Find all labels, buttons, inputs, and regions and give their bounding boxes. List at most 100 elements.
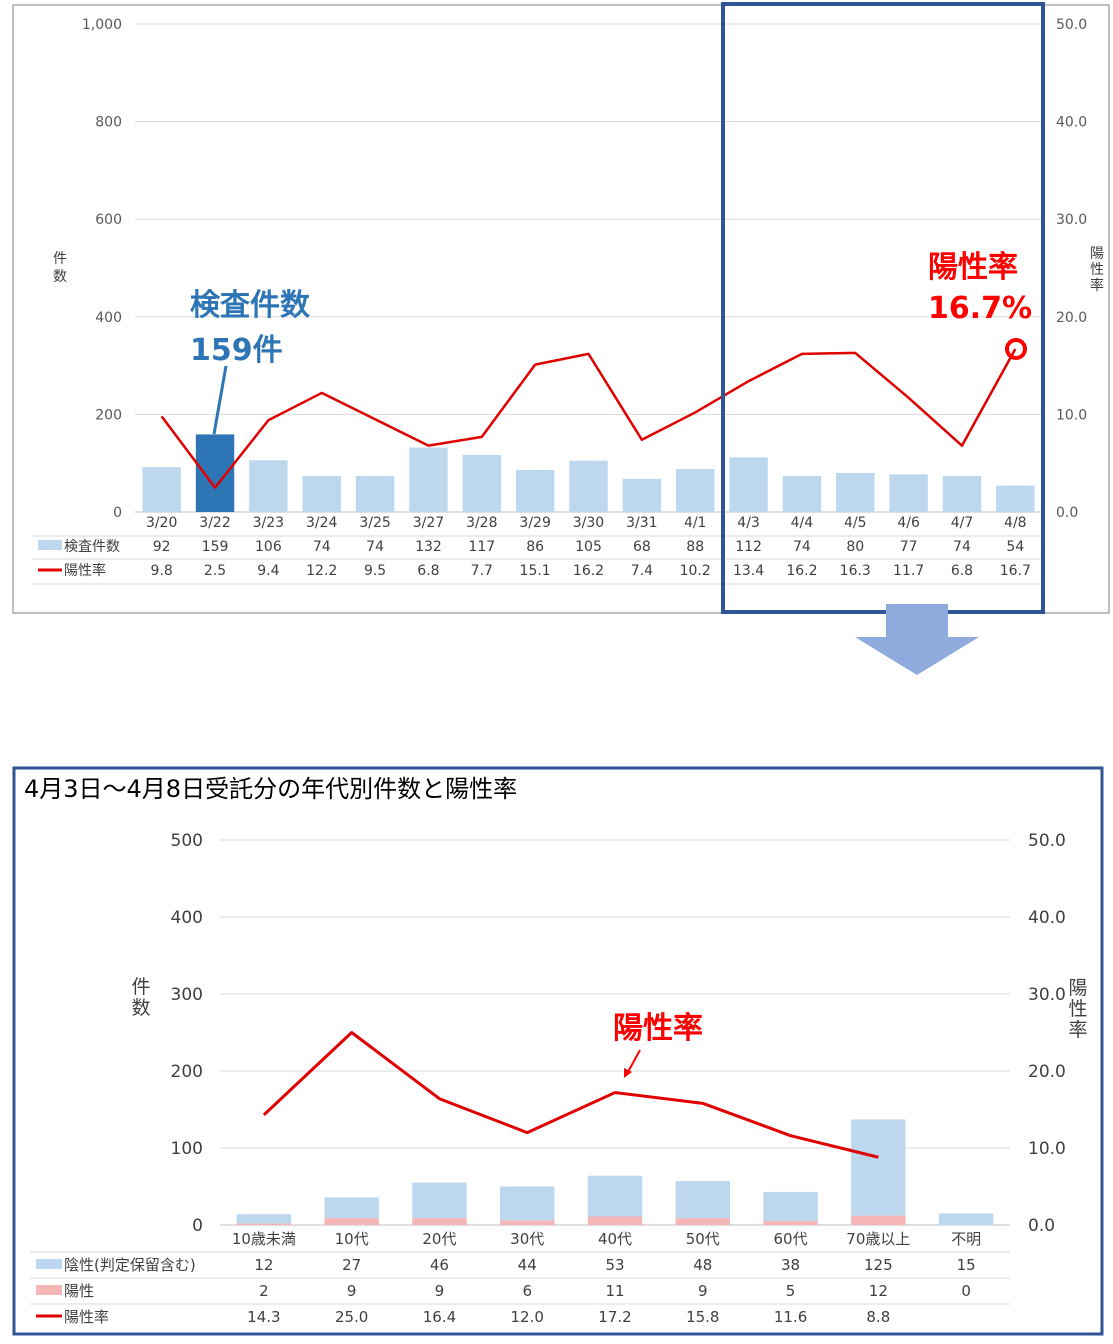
- highlight-range-frame: [721, 2, 1045, 614]
- bottom-left-tick-label: 500: [171, 831, 203, 851]
- legend-positive-swatch: [36, 1285, 62, 1295]
- positive-bar: [675, 1218, 730, 1225]
- legend-count-label: 検査件数: [64, 539, 120, 555]
- count-value: 132: [415, 539, 442, 555]
- bottom-category-label: 40代: [598, 1230, 632, 1248]
- bottom-rate-value: 8.8: [866, 1308, 890, 1326]
- bottom-chart: 4月3日～4月8日受託分の年代別件数と陽性率 0100200300400500 …: [12, 766, 1104, 1336]
- bottom-left-axis-label-1: 件: [131, 976, 150, 998]
- negative-bar: [412, 1182, 467, 1219]
- count-bar: [249, 460, 288, 512]
- bottom-right-axis-ticks: 0.0 10.0 20.0 30.0 40.0 50.0: [1028, 831, 1066, 1236]
- rate-value: 15.1: [520, 563, 551, 579]
- negative-bar: [851, 1119, 906, 1216]
- top-right-tick-label: 20.0: [1056, 310, 1087, 326]
- bottom-rate-value: 12.0: [511, 1308, 544, 1326]
- count-callout-title: 検査件数: [190, 288, 311, 323]
- bottom-category-label: 10歳未満: [232, 1230, 296, 1248]
- rate-value: 2.5: [204, 563, 226, 579]
- top-right-axis-label-1: 陽: [1090, 246, 1104, 262]
- negative-value: 27: [342, 1256, 361, 1274]
- positive-value: 12: [869, 1282, 888, 1300]
- rate-value: 7.7: [471, 563, 493, 579]
- bottom-rate-value: 11.6: [774, 1308, 807, 1326]
- count-value: 74: [366, 539, 384, 555]
- bottom-rate-value: 15.8: [686, 1308, 719, 1326]
- positive-bar: [236, 1223, 292, 1225]
- bottom-left-tick-label: 100: [171, 1139, 203, 1159]
- positive-bar: [324, 1218, 379, 1225]
- count-bar: [515, 470, 555, 512]
- top-category-label: 3/23: [253, 515, 284, 531]
- count-callout-pointer: [212, 365, 228, 435]
- negative-value: 48: [693, 1256, 712, 1274]
- bottom-category-label: 50代: [686, 1230, 720, 1248]
- top-category-label: 4/7: [951, 515, 974, 531]
- top-right-axis-label-2: 性: [1090, 262, 1104, 278]
- bottom-rate-callout-arrowhead: [624, 1068, 632, 1078]
- count-bar: [569, 460, 608, 512]
- count-bar: [302, 475, 341, 512]
- rate-value: 16.3: [840, 563, 871, 579]
- top-right-tick-label: 30.0: [1056, 212, 1087, 228]
- rate-value: 6.8: [951, 563, 973, 579]
- bottom-right-tick-label: 50.0: [1028, 831, 1066, 851]
- top-left-axis-label-2: 数: [53, 269, 67, 285]
- bottom-left-axis-ticks: 0 100 200 300 400 500: [171, 831, 203, 1236]
- bottom-rate-value: 14.3: [247, 1308, 280, 1326]
- negative-bar: [324, 1197, 379, 1219]
- bottom-category-label: 60代: [774, 1230, 808, 1248]
- positive-bar: [763, 1221, 818, 1225]
- top-data-table: 3/20 3/22 3/23 3/24 3/25 3/27 3/28 3/29 3/30 3/31…: [32, 515, 1042, 585]
- top-left-tick-label: 0: [113, 505, 122, 521]
- bottom-right-tick-label: 10.0: [1028, 1139, 1066, 1159]
- top-right-tick-label: 10.0: [1056, 407, 1087, 423]
- negative-bar: [675, 1181, 730, 1219]
- count-bar: [622, 478, 662, 512]
- negative-value: 53: [605, 1256, 624, 1274]
- bottom-rate-value: 17.2: [598, 1308, 631, 1326]
- count-value: 77: [900, 539, 918, 555]
- top-rate-line: [160, 348, 1017, 489]
- count-value: 74: [953, 539, 971, 555]
- count-value: 159: [202, 539, 229, 555]
- last-rate-marker: [1005, 338, 1027, 360]
- top-category-label: 4/6: [897, 515, 920, 531]
- bottom-category-label: 不明: [951, 1230, 981, 1248]
- negative-bar: [938, 1213, 994, 1225]
- positive-value: 11: [605, 1282, 624, 1300]
- rate-value: 16.2: [786, 563, 817, 579]
- top-right-tick-label: 0.0: [1056, 505, 1078, 521]
- count-value: 92: [153, 539, 171, 555]
- negative-value: 12: [254, 1256, 273, 1274]
- top-category-label: 3/30: [573, 515, 604, 531]
- bottom-right-tick-label: 30.0: [1028, 985, 1066, 1005]
- top-count-bars: [142, 434, 1035, 512]
- count-value: 80: [846, 539, 864, 555]
- rate-value: 12.2: [306, 563, 337, 579]
- top-left-axis-ticks: 0 200 400 600 800 1,000: [82, 17, 122, 521]
- top-right-tick-label: 50.0: [1056, 17, 1087, 33]
- top-left-tick-label: 600: [95, 212, 122, 228]
- positive-value: 0: [961, 1282, 971, 1300]
- count-value: 54: [1006, 539, 1024, 555]
- bottom-left-tick-label: 400: [171, 908, 203, 928]
- count-bar: [355, 475, 395, 512]
- count-bar: [142, 467, 181, 512]
- count-bar: [462, 454, 502, 512]
- legend-bottom-rate-label: 陽性率: [64, 1308, 109, 1326]
- top-category-label: 3/25: [359, 515, 390, 531]
- legend-count-swatch: [38, 540, 62, 550]
- rate-callout-value: 16.7%: [928, 291, 1032, 326]
- rate-value: 9.4: [257, 563, 279, 579]
- rate-value: 13.4: [733, 563, 764, 579]
- rate-series-line: [160, 348, 1017, 489]
- negative-value: 46: [430, 1256, 449, 1274]
- legend-positive-label: 陽性: [64, 1282, 94, 1300]
- bottom-rate-callout: 陽性率: [613, 1011, 703, 1046]
- legend-negative-label: 陰性(判定保留含む): [64, 1256, 196, 1274]
- rate-callout-title: 陽性率: [928, 250, 1018, 285]
- negative-value: 125: [864, 1256, 893, 1274]
- top-category-label: 3/29: [519, 515, 550, 531]
- rate-value: 16.7: [1000, 563, 1031, 579]
